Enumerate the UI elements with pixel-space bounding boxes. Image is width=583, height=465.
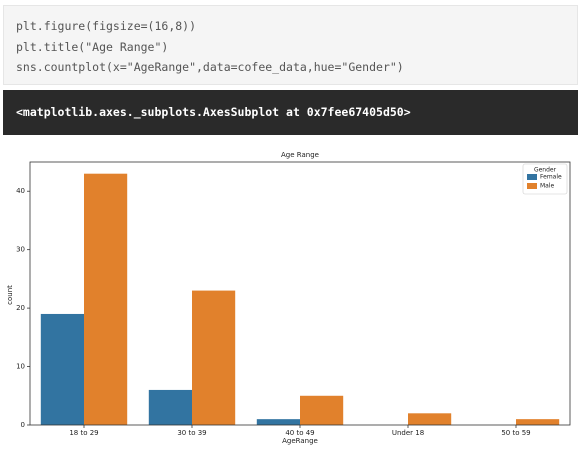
bar [516,419,560,425]
bar [256,419,300,425]
y-tick-label: 20 [16,304,25,312]
code-line: plt.figure(figsize=(16,8)) [16,19,197,33]
x-tick-label: 30 to 39 [177,429,206,437]
output: <matplotlib.axes._subplots.AxesSubplot a… [3,90,578,135]
x-tick-label: 50 to 59 [501,429,530,437]
bar [300,395,344,425]
legend-label: Female [540,174,562,181]
bar [148,389,192,425]
legend-swatch [527,183,537,189]
y-tick-label: 0 [21,421,25,429]
x-tick-label: Under 18 [392,429,424,437]
code-line: plt.title("Age Range") [16,39,169,54]
y-tick-label: 10 [16,363,25,371]
bar [192,290,236,425]
bar [40,313,84,425]
axes-frame [29,161,571,426]
x-tick-label: 18 to 29 [69,429,98,437]
legend-swatch [527,174,537,180]
code-line: sns.countplot(x="AgeRange",data=cofee_da… [16,60,404,74]
x-axis-label: AgeRange [282,437,318,445]
legend-title: Gender [534,167,557,174]
bar [408,413,452,425]
x-tick-label: 40 to 49 [285,429,314,437]
chart-title: Age Range [281,151,319,159]
y-axis-label: count [6,285,14,305]
bar [84,173,128,425]
legend-label: Male [540,183,555,190]
y-tick-label: 30 [16,246,25,254]
code-cell: plt.figure(figsize=(16,8)) plt.title("Ag… [3,5,578,85]
y-tick-label: 40 [16,187,25,195]
